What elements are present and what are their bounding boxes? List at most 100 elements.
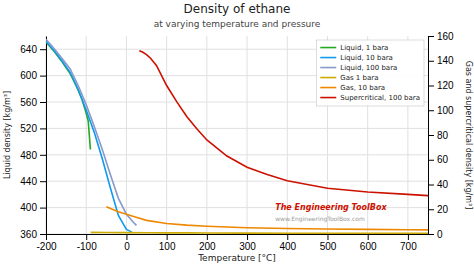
tick-mark [40, 181, 46, 182]
tick-label: 80 [437, 130, 449, 141]
series-line [46, 41, 132, 232]
tick: 0 [124, 234, 130, 252]
tick-label: 600 [20, 70, 37, 81]
tick-label: -100 [77, 241, 97, 252]
grid-line-x [206, 36, 207, 234]
legend-label: Supercritical, 100 bara [340, 94, 420, 102]
tick-label: 100 [159, 241, 176, 252]
tick-mark [428, 110, 434, 111]
legend-label: Liquid, 10 bara [340, 54, 393, 62]
legend-item: Liquid, 10 bara [320, 54, 393, 62]
tick-mark [247, 234, 248, 240]
legend-swatch [320, 47, 336, 49]
tick-mark [167, 234, 168, 240]
y2-axis-title: Gas and supercritical density [kg/m³] [464, 61, 473, 210]
tick-label: 520 [20, 123, 37, 134]
legend-items: Liquid, 1 bara Liquid, 10 bara Liquid, 100… [320, 44, 420, 102]
tick-mark [40, 76, 46, 77]
tick-label: 600 [360, 241, 377, 252]
legend-swatch [320, 87, 336, 89]
grid [46, 36, 428, 234]
grid-line-y [46, 128, 428, 129]
legend-item: Liquid, 100 bara [320, 64, 397, 72]
tick: 480 [20, 150, 46, 161]
tick: 560 [20, 97, 46, 108]
title: Density of ethane [184, 2, 291, 16]
legend-label: Gas 1 bara [340, 74, 378, 82]
tick-label: -200 [36, 241, 56, 252]
tick-mark [40, 208, 46, 209]
tick-label: 40 [437, 179, 449, 190]
tick-mark [40, 49, 46, 50]
tick-mark [40, 102, 46, 103]
tick: 640 [20, 44, 46, 55]
tick: 100 [159, 234, 176, 252]
tick-label: 300 [239, 241, 256, 252]
legend-label: Gas, 10 bara [340, 84, 385, 92]
axis-line [46, 37, 47, 235]
tick-label: 0 [124, 241, 130, 252]
tick-label: 60 [437, 154, 449, 165]
tick: 400 [20, 202, 46, 213]
tick-label: 700 [400, 241, 417, 252]
tick-mark [428, 160, 434, 161]
tick-label: 200 [199, 241, 216, 252]
tick: 500 [320, 234, 337, 252]
legend-swatch [320, 97, 336, 99]
tick-label: 400 [279, 241, 296, 252]
tick-mark [86, 234, 87, 240]
tick-mark [428, 61, 434, 62]
legend-swatch [320, 57, 336, 59]
tick: 200 [199, 234, 216, 252]
tick-mark [428, 135, 434, 136]
annotations: The Engineering ToolBox www.EngineeringTo… [275, 203, 387, 223]
tick-label: 20 [437, 204, 449, 215]
legend-label: Liquid, 1 bara [340, 44, 388, 52]
x-axis: -200 -100 0 100 200 300 400 500 600 700 [36, 234, 428, 252]
tick-label: 120 [437, 80, 454, 91]
legend-label: Liquid, 100 bara [340, 64, 397, 72]
tick: 160 [428, 31, 454, 42]
tick-mark [327, 234, 328, 240]
tick-mark [428, 209, 434, 210]
tick: 140 [428, 55, 454, 66]
tick-mark [428, 234, 434, 235]
tick-mark [40, 155, 46, 156]
chart: -200-10001002003004005006007003604004404… [0, 0, 474, 264]
tick-mark [408, 234, 409, 240]
legend-item: Liquid, 1 bara [320, 44, 388, 52]
legend-swatch [320, 67, 336, 69]
legend-item: Gas 1 bara [320, 74, 378, 82]
y-axis-title: Liquid density [kg/m³] [3, 91, 12, 179]
tick: 80 [428, 130, 449, 141]
tick: 20 [428, 204, 449, 215]
tick: 40 [428, 179, 449, 190]
tick-label: 480 [20, 150, 37, 161]
tick-label: 560 [20, 97, 37, 108]
legend-item: Gas, 10 bara [320, 84, 385, 92]
grid-line-x [166, 36, 167, 234]
subtitle: at varying temperature and pressure [154, 19, 321, 29]
series-line [91, 232, 428, 234]
legend-item: Supercritical, 100 bara [320, 94, 420, 102]
annotation: The Engineering ToolBox [275, 203, 387, 212]
tick: 360 [20, 229, 46, 240]
tick-label: 0 [437, 229, 443, 240]
tick-label: 140 [437, 55, 454, 66]
tick-mark [287, 234, 288, 240]
legend-frame [316, 40, 424, 106]
tick-mark [126, 234, 127, 240]
grid-line-x [46, 36, 47, 234]
tick-mark [40, 128, 46, 129]
annotation: www.EngineeringToolBox.com [275, 215, 365, 223]
tick: 0 [428, 229, 443, 240]
series-line [46, 39, 136, 225]
tick-mark [40, 234, 46, 235]
tick: 400 [279, 234, 296, 252]
tick: 440 [20, 176, 46, 187]
grid-line-y [46, 181, 428, 182]
tick: 700 [400, 234, 417, 252]
tick: -100 [77, 234, 97, 252]
lines [46, 39, 428, 233]
tick: 600 [360, 234, 377, 252]
